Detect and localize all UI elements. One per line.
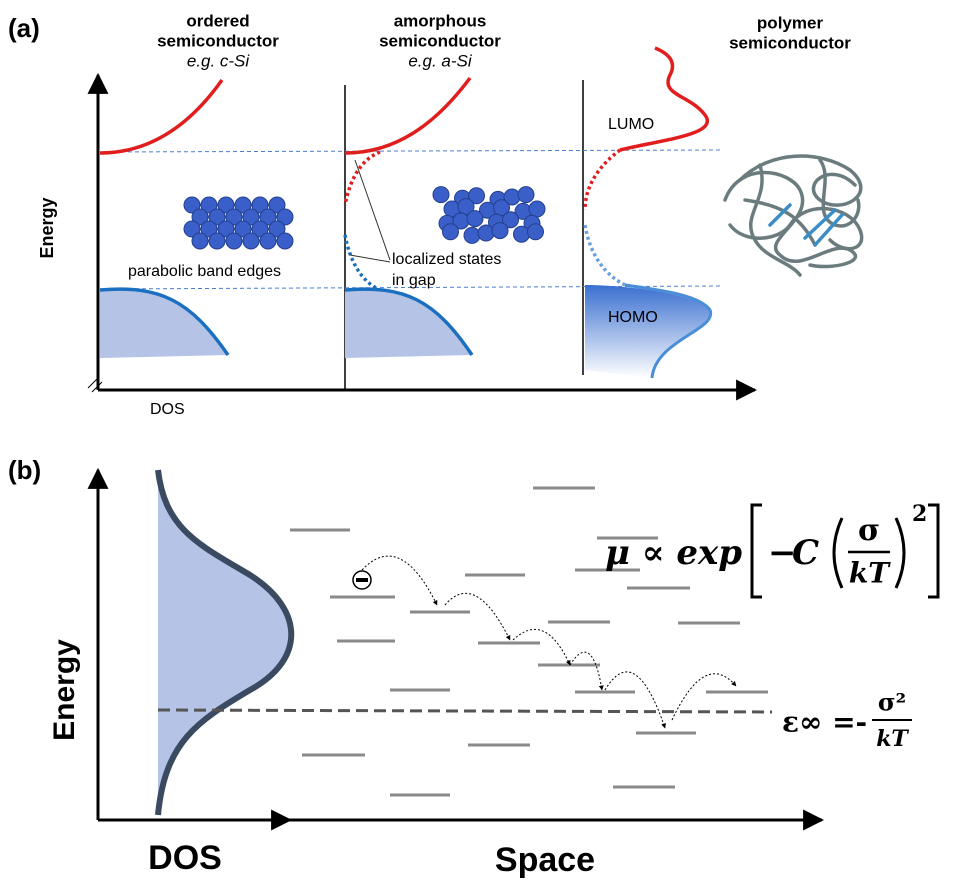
- hop-arrow: [445, 593, 510, 640]
- hop-arrow: [605, 672, 665, 728]
- amorphous-bands: [350, 160, 390, 262]
- figure: (a) ordered semiconductor e.g. c-Si amor…: [0, 0, 955, 888]
- atom: [192, 233, 208, 249]
- atom: [528, 224, 544, 240]
- x-axis-label: Space: [495, 841, 595, 879]
- electron: [356, 578, 368, 582]
- polymer-chains: [725, 156, 862, 275]
- amorphous-bands: [345, 78, 470, 153]
- panel-label: (b): [8, 455, 41, 485]
- x-axis-label: DOS: [148, 839, 222, 877]
- hop-arrow: [570, 652, 602, 690]
- atom: [260, 233, 276, 249]
- gaussian-dos: [158, 470, 291, 815]
- atom: [514, 226, 530, 242]
- lumo-label: LUMO: [608, 116, 654, 133]
- formula-text: ε∞ =-: [782, 706, 867, 739]
- y-axis-label: Energy: [37, 197, 57, 258]
- atom: [492, 223, 508, 239]
- polymer-bands: [585, 150, 620, 210]
- atom: [226, 233, 242, 249]
- formula-text: σ: [858, 513, 880, 548]
- panel-b: (b) Energy DOS Space μ ∝ exp − C σ kT: [8, 455, 938, 879]
- annotation: localized states: [392, 251, 501, 268]
- equilibrium-line: [158, 710, 772, 712]
- amorphous-bands: [345, 289, 472, 358]
- x-axis-label: DOS: [150, 401, 185, 418]
- ordered-bands: [100, 80, 222, 153]
- atom: [443, 224, 459, 240]
- atom: [277, 233, 293, 249]
- homo-label: HOMO: [608, 309, 658, 326]
- polymer-bands: [620, 48, 707, 150]
- formula-text: σ²: [878, 688, 906, 717]
- polymer-bands: [585, 225, 625, 285]
- ordered-bands: [100, 289, 228, 358]
- formula-text: μ ∝ exp: [605, 533, 742, 573]
- mobility-formula: μ ∝ exp − C σ kT 2: [605, 501, 938, 597]
- annotation: parabolic band edges: [128, 263, 281, 280]
- y-axis-label: Energy: [48, 639, 81, 741]
- atom: [433, 187, 449, 203]
- column-title: semiconductor: [379, 31, 501, 50]
- panel-label: (a): [8, 13, 40, 43]
- polymer-bands: [585, 48, 711, 378]
- column-title: semiconductor: [157, 31, 279, 50]
- amorphous-bands: [345, 235, 380, 290]
- ordered-lattice: [184, 197, 293, 249]
- band-edge-guides: [100, 150, 722, 152]
- formula-text: C: [792, 533, 819, 573]
- column-example: e.g. a-Si: [408, 51, 473, 70]
- atom: [243, 233, 259, 249]
- formula-text: kT: [876, 726, 909, 752]
- atom: [467, 211, 483, 227]
- atom: [464, 227, 480, 243]
- atom: [518, 187, 534, 203]
- atom: [209, 233, 225, 249]
- formula-text: kT: [849, 557, 891, 590]
- atom: [478, 225, 494, 241]
- column-title: amorphous: [394, 11, 487, 30]
- atom: [529, 201, 545, 217]
- column-title: polymer: [757, 13, 824, 32]
- column-title: ordered: [186, 11, 249, 30]
- column-example: e.g. c-Si: [187, 51, 251, 70]
- amorphous-lattice: [433, 187, 545, 244]
- equilibrium-formula: ε∞ =- σ² kT: [782, 688, 912, 753]
- amorphous-bands: [345, 152, 380, 205]
- formula-text: 2: [912, 501, 927, 527]
- electron: [353, 571, 371, 589]
- hop-arrow: [513, 629, 570, 665]
- annotation: in gap: [392, 272, 436, 289]
- hops: [362, 556, 736, 728]
- column-title: semiconductor: [729, 33, 851, 52]
- panel-a: (a) ordered semiconductor e.g. c-Si amor…: [8, 11, 862, 418]
